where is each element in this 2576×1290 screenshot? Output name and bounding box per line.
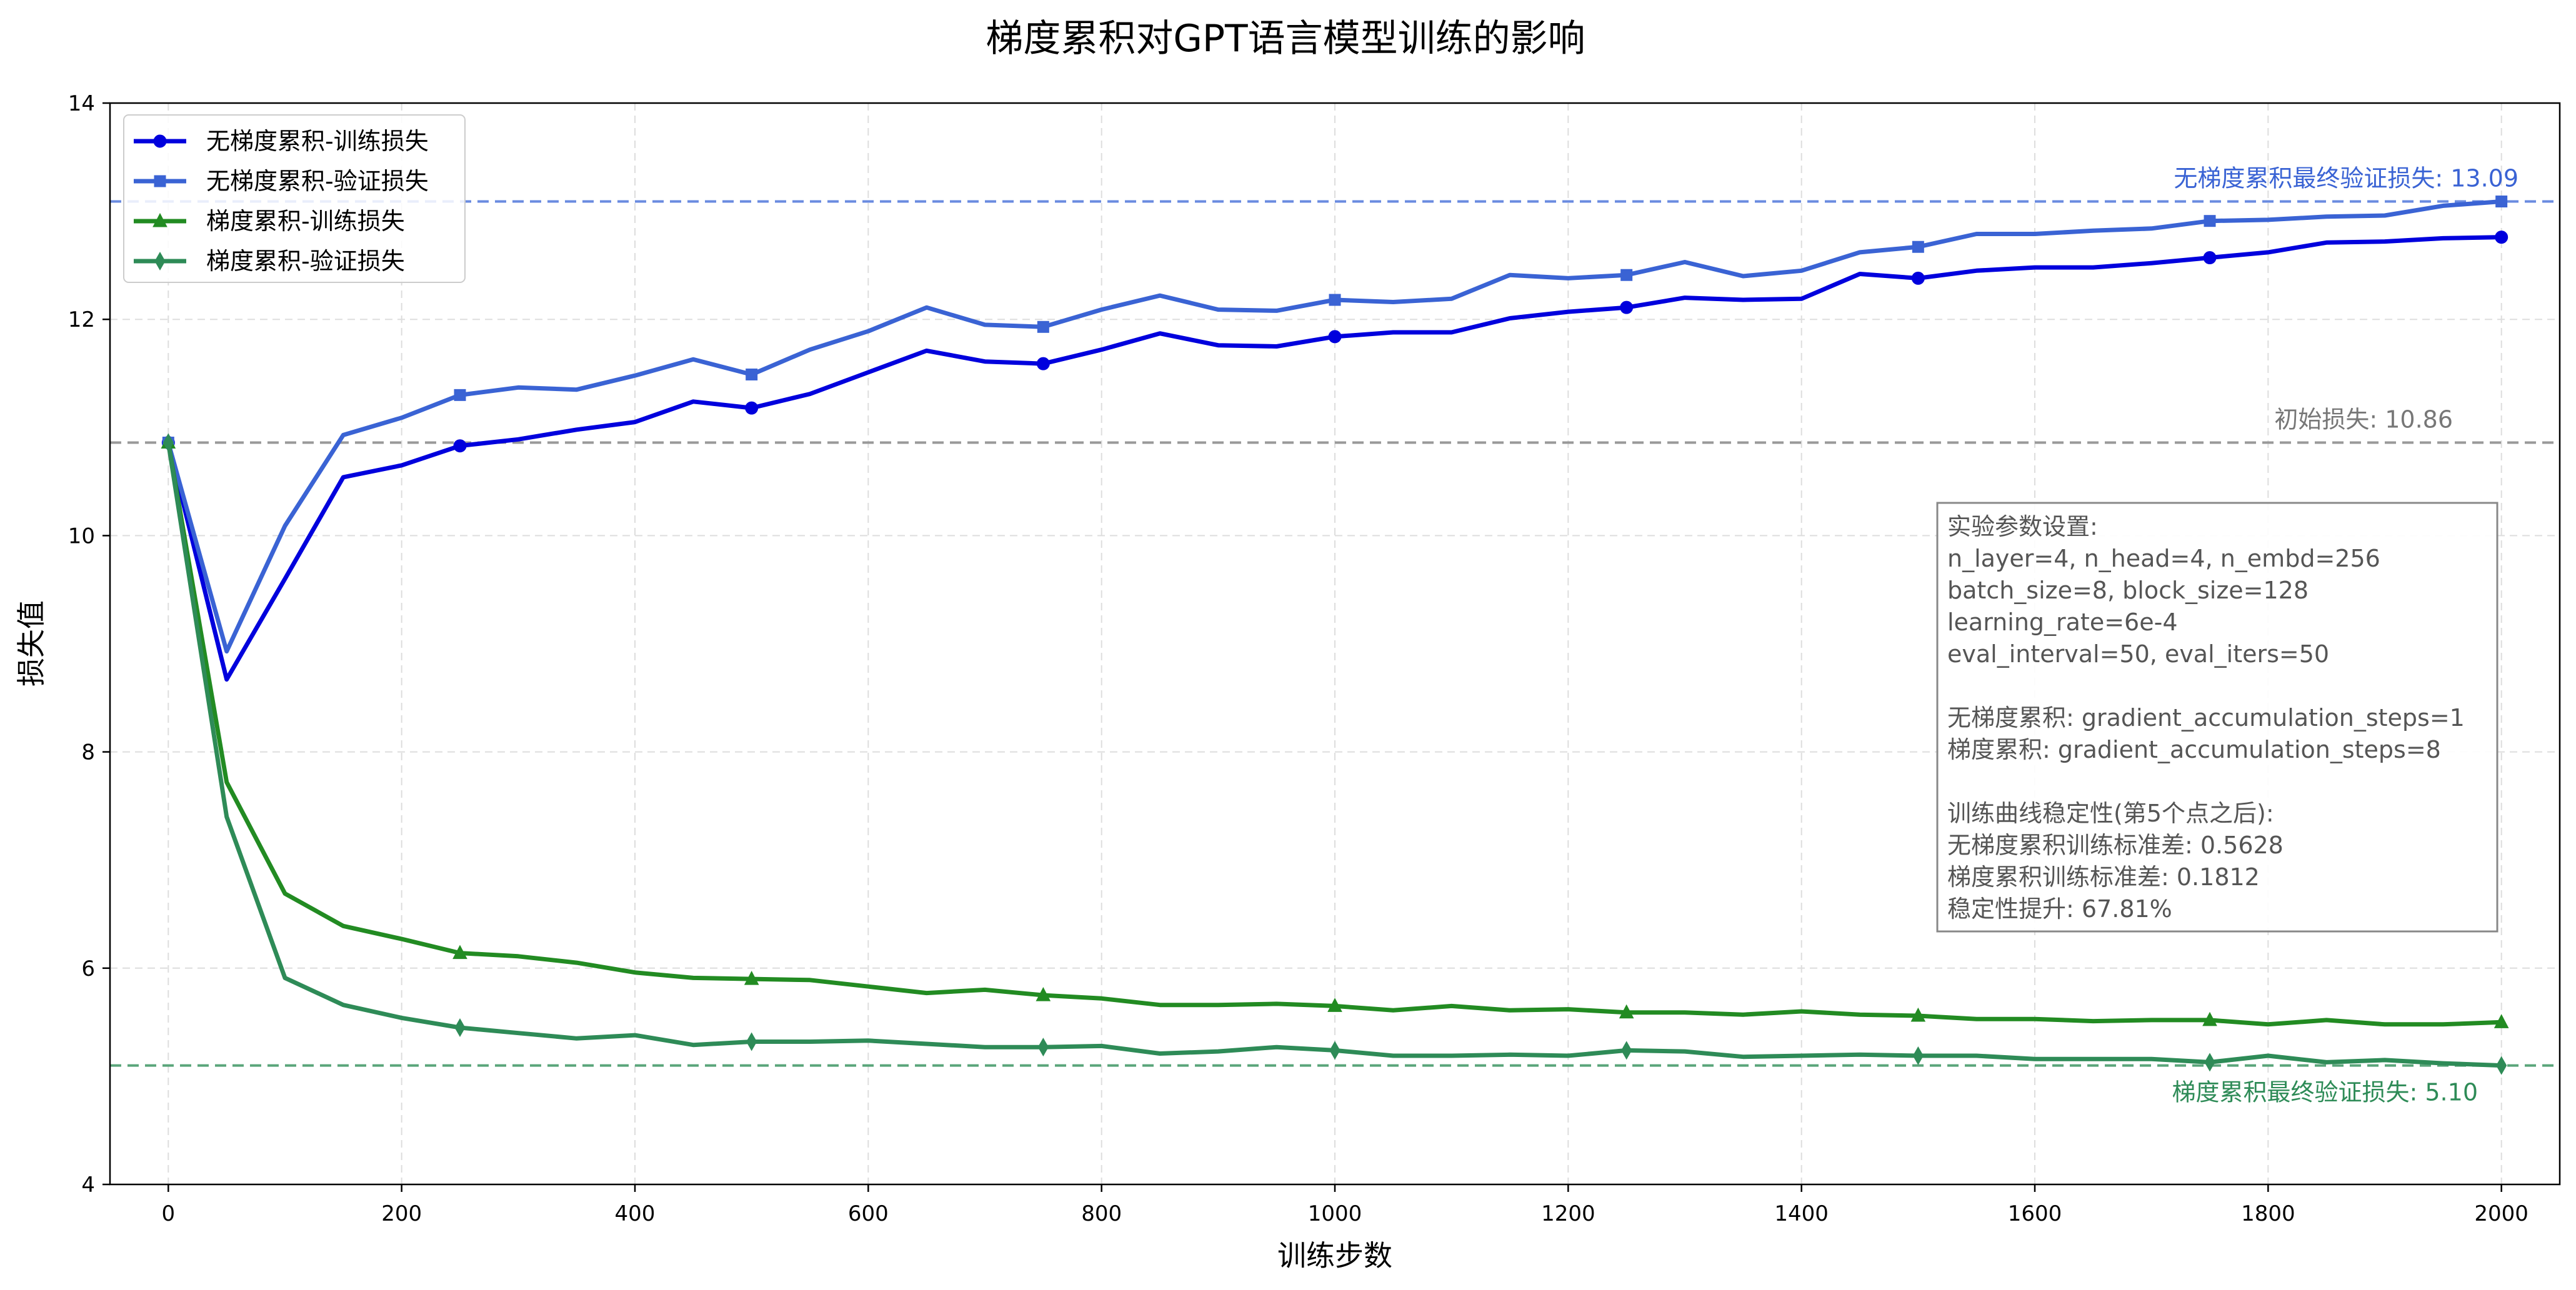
data-point-marker [1912, 241, 1924, 253]
x-tick-label: 400 [615, 1201, 656, 1226]
info-box-line: 无梯度累积: gradient_accumulation_steps=1 [1947, 704, 2465, 732]
info-box-line: n_layer=4, n_head=4, n_embd=256 [1947, 545, 2380, 572]
info-box-line: batch_size=8, block_size=128 [1947, 577, 2309, 604]
data-point-marker [2495, 231, 2509, 244]
y-tick-label: 4 [81, 1173, 95, 1198]
data-point-marker [162, 433, 174, 452]
legend-label: 梯度累积-训练损失 [206, 207, 405, 235]
data-point-marker [152, 212, 167, 227]
legend-label: 无梯度累积-训练损失 [206, 127, 429, 155]
info-box: 实验参数设置: n_layer=4, n_head=4, n_embd=256ba… [1936, 502, 2499, 933]
chart-title: 梯度累积对GPT语言模型训练的影响 [986, 17, 1585, 61]
data-point-marker [746, 1032, 757, 1051]
data-point-marker [154, 251, 166, 271]
x-tick-label: 1200 [1541, 1201, 1595, 1226]
y-tick-label: 10 [68, 523, 95, 548]
x-tick-label: 600 [848, 1201, 889, 1226]
legend-label: 梯度累积-验证损失 [206, 247, 405, 275]
data-point-marker [746, 368, 758, 380]
data-point-marker [2496, 1056, 2507, 1075]
data-point-marker [1327, 998, 1342, 1012]
reference-line-label: 无梯度累积最终验证损失: 13.09 [2174, 165, 2519, 192]
info-box-line: eval_interval=50, eval_iters=50 [1947, 640, 2329, 668]
data-point-marker [744, 971, 759, 985]
x-tick-label: 2000 [2474, 1201, 2529, 1226]
data-point-marker [454, 1018, 466, 1038]
data-point-marker [1037, 1038, 1049, 1057]
y-axis-title: 损失值 [14, 600, 48, 687]
data-point-marker [452, 945, 467, 960]
x-tick-label: 1400 [1774, 1201, 1829, 1226]
x-tick-label: 1000 [1308, 1201, 1362, 1226]
data-point-marker [1912, 1046, 1924, 1066]
data-point-marker [2204, 1053, 2215, 1072]
legend-box [123, 114, 466, 283]
x-tick-label: 1600 [2008, 1201, 2062, 1226]
x-axis-title: 训练步数 [1277, 1239, 1392, 1273]
data-point-marker [1037, 320, 1049, 333]
info-box-line: 无梯度累积训练标准差: 0.5628 [1947, 831, 2284, 859]
y-tick-label: 12 [68, 307, 95, 332]
x-tick-label: 0 [162, 1201, 176, 1226]
data-point-marker [453, 439, 467, 453]
data-point-marker [2204, 215, 2216, 227]
data-point-marker [153, 134, 167, 148]
y-tick-label: 14 [68, 91, 95, 116]
data-point-marker [1328, 330, 1342, 344]
series-layer [161, 196, 2509, 1075]
data-point-marker [1620, 300, 1634, 314]
data-point-marker [1621, 1041, 1632, 1060]
reference-lines: 无梯度累积最终验证损失: 13.09 初始损失: 10.86 梯度累积最终验证损失:… [110, 165, 2560, 1106]
info-box-line: 梯度累积训练标准差: 0.1812 [1947, 863, 2260, 891]
info-box-line: learning_rate=6e-4 [1947, 608, 2178, 636]
info-box-line: 实验参数设置: [1947, 513, 2098, 540]
data-point-marker [2495, 196, 2508, 208]
reference-line-label: 梯度累积最终验证损失: 5.10 [2172, 1079, 2479, 1106]
info-box-line: 稳定性提升: 67.81% [1947, 895, 2172, 923]
legend-label: 无梯度累积-验证损失 [206, 167, 429, 195]
reference-line-label: 初始损失: 10.86 [2274, 406, 2453, 434]
data-point-marker [454, 389, 466, 401]
y-tick-label: 8 [81, 740, 95, 765]
x-tick-label: 1800 [2241, 1201, 2295, 1226]
data-point-marker [1619, 1004, 1634, 1019]
data-point-marker [1620, 269, 1633, 281]
data-point-marker [1329, 1041, 1340, 1060]
data-point-marker [745, 401, 759, 415]
y-tick-label: 6 [81, 956, 95, 981]
series [161, 231, 2509, 682]
data-point-marker [1910, 1007, 1926, 1022]
info-box-frame [1936, 502, 2499, 933]
data-point-marker [1911, 271, 1925, 285]
data-point-marker [1036, 357, 1050, 370]
data-point-marker [1329, 294, 1341, 306]
info-box-line: 梯度累积: gradient_accumulation_steps=8 [1947, 736, 2441, 763]
data-point-marker [2202, 1011, 2217, 1026]
data-point-marker [2494, 1014, 2509, 1028]
series [162, 433, 2507, 1075]
axis-ticks: 0 200 400 600 800 1000 1200 1400 1600 1800 2000 4 6 8… [68, 91, 2529, 1226]
x-tick-label: 200 [381, 1201, 422, 1226]
x-tick-label: 800 [1081, 1201, 1122, 1226]
data-point-marker [154, 175, 166, 187]
data-point-marker [1036, 986, 1051, 1001]
data-point-marker [2203, 251, 2217, 265]
info-box-line: 训练曲线稳定性(第5个点之后): [1947, 800, 2274, 827]
